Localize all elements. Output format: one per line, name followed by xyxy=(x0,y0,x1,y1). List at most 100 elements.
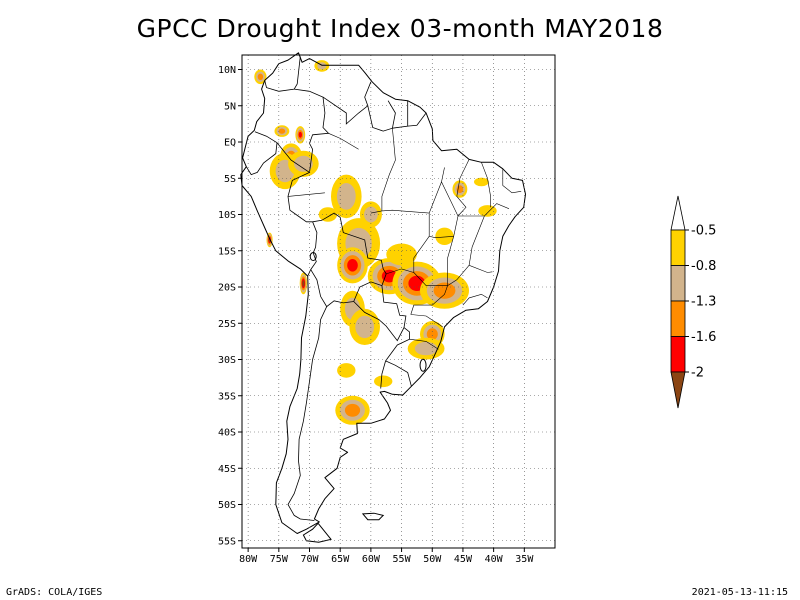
axis-ticks: 10N 5N EQ 5S 10S 15S 20S 25S 30S 35S 40S 45S 50S 55S8… xyxy=(218,65,534,565)
drought-level-1 xyxy=(386,243,417,266)
drought-patch xyxy=(274,125,290,137)
drought-level-1 xyxy=(337,363,356,378)
border-line xyxy=(287,306,328,521)
border-line xyxy=(380,360,386,389)
drought-level-5 xyxy=(302,280,305,287)
legend-arrow-top xyxy=(670,195,686,231)
state-line xyxy=(468,215,493,273)
lon-tick-label: 55W xyxy=(393,554,412,565)
lon-tick-label: 45W xyxy=(454,554,473,565)
border-line xyxy=(322,81,372,125)
lon-tick-label: 50W xyxy=(423,554,442,565)
state-line xyxy=(409,338,439,350)
drought-patch xyxy=(337,247,368,284)
legend-label: -1.6 xyxy=(691,330,716,345)
drought-patch xyxy=(478,205,497,217)
drought-patch xyxy=(386,243,417,266)
drought-level-4 xyxy=(298,131,302,138)
border-line xyxy=(407,112,427,127)
state-line xyxy=(447,265,470,286)
lat-tick-label: 55S xyxy=(218,536,236,547)
lat-tick-label: 45S xyxy=(218,464,236,475)
lat-tick-label: 25S xyxy=(218,319,236,330)
drought-patch xyxy=(374,375,393,388)
legend-label: -2 xyxy=(691,366,704,381)
drought-patch xyxy=(452,180,468,198)
lat-tick-label: 15S xyxy=(218,246,236,257)
drought-patch xyxy=(335,395,370,425)
state-line xyxy=(328,133,359,150)
falkland-islands xyxy=(361,512,385,521)
lon-tick-label: 35W xyxy=(515,554,534,565)
state-line xyxy=(410,314,443,328)
lagoa-dos-patos xyxy=(419,358,427,372)
state-line xyxy=(386,268,414,275)
lat-tick-label: 40S xyxy=(218,428,236,439)
lat-tick-label: 50S xyxy=(218,500,236,511)
state-line xyxy=(381,128,396,211)
lat-tick-label: 5S xyxy=(224,174,236,185)
drought-level-1 xyxy=(318,207,338,222)
lat-tick-label: 5N xyxy=(224,101,236,112)
lat-tick-label: 20S xyxy=(218,283,236,294)
lon-tick-label: 80W xyxy=(239,554,258,565)
graticule xyxy=(242,55,555,548)
color-legend: -0.5 -0.8 -1.3 -1.6 -2 xyxy=(670,195,716,409)
lon-tick-label: 60W xyxy=(362,554,381,565)
drought-patch xyxy=(318,207,338,222)
drought-patch xyxy=(474,177,489,187)
drought-level-2 xyxy=(294,155,313,172)
border-line xyxy=(264,56,301,92)
drought-level-1 xyxy=(478,205,497,217)
state-line xyxy=(458,203,510,217)
drought-level-2 xyxy=(336,183,356,210)
drought-patch xyxy=(420,272,469,309)
lon-tick-label: 65W xyxy=(331,554,350,565)
state-line xyxy=(287,192,325,197)
drought-level-2 xyxy=(414,341,438,356)
state-line xyxy=(481,162,491,208)
drought-patch xyxy=(295,126,306,144)
software-credit: GrADS: COLA/IGES xyxy=(6,587,103,598)
map-frame xyxy=(241,54,556,549)
drought-patch xyxy=(349,308,381,345)
drought-level-3 xyxy=(344,403,361,417)
legend-label: -0.8 xyxy=(691,259,716,274)
drought-level-2 xyxy=(355,315,375,339)
legend-arrow-bottom xyxy=(670,371,686,409)
legend-label: -1.3 xyxy=(691,295,716,310)
drought-level-1 xyxy=(474,177,489,187)
state-line xyxy=(502,168,522,194)
state-line xyxy=(410,285,448,315)
lon-tick-label: 70W xyxy=(300,554,319,565)
border-line xyxy=(307,221,318,277)
drought-level-3 xyxy=(278,128,286,134)
drought-level-4 xyxy=(347,259,358,272)
border-line xyxy=(245,131,278,176)
drought-patch xyxy=(254,69,267,85)
drought-patch xyxy=(337,363,356,378)
border-line xyxy=(312,212,387,286)
drought-patch xyxy=(288,150,319,177)
drought-patch xyxy=(407,337,445,360)
state-line xyxy=(428,181,459,239)
lat-tick-label: 10S xyxy=(218,210,236,221)
drought-patch xyxy=(299,272,308,295)
legend-swatch xyxy=(670,229,686,266)
lat-tick-label: 35S xyxy=(218,391,236,402)
map-title: GPCC Drought Index 03-month MAY2018 xyxy=(136,14,664,43)
drought-patch xyxy=(314,60,330,72)
drought-level-1 xyxy=(374,375,393,388)
state-line xyxy=(413,236,454,286)
drought-regions xyxy=(254,60,497,425)
drought-level-3 xyxy=(426,328,438,340)
drought-level-3 xyxy=(257,73,264,81)
drought-level-1 xyxy=(435,227,454,245)
lat-tick-label: 30S xyxy=(218,355,236,366)
drought-patch xyxy=(435,227,454,245)
legend-swatch xyxy=(670,300,686,337)
timestamp: 2021-05-13-11:15 xyxy=(691,587,788,598)
legend-swatch xyxy=(670,336,686,373)
border-line xyxy=(385,327,410,362)
border-line xyxy=(367,100,396,132)
